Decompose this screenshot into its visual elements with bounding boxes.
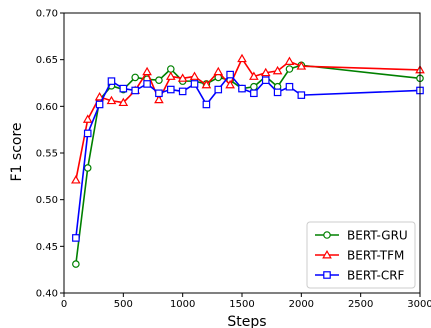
data-point-bert-tfm	[94, 91, 105, 101]
data-point-bert-gru	[250, 82, 258, 91]
data-point-bert-tfm	[71, 175, 81, 184]
data-point-bert-tfm	[296, 61, 307, 70]
data-point-bert-tfm	[260, 67, 271, 77]
data-point-bert-tfm	[201, 79, 212, 89]
data-point-bert-tfm	[106, 95, 117, 105]
data-point-bert-crf	[202, 100, 211, 109]
data-point-bert-gru	[285, 65, 294, 73]
legend-label-bert-crf: BERT-CRF	[347, 269, 405, 283]
data-point-bert-crf	[238, 84, 246, 93]
data-point-bert-tfm	[189, 71, 200, 80]
data-point-bert-crf	[261, 76, 270, 85]
x-tick-label: 500	[114, 299, 133, 310]
data-point-bert-tfm	[177, 73, 188, 82]
x-tick-label: 0	[61, 299, 67, 310]
data-point-bert-crf	[250, 89, 258, 98]
data-point-bert-crf	[297, 91, 306, 99]
x-tick-label: 1000	[170, 299, 195, 310]
x-tick-label: 2000	[289, 299, 314, 310]
data-point-bert-crf	[155, 89, 163, 98]
x-axis-label: Steps	[227, 314, 266, 328]
y-tick-label: 0.55	[36, 149, 58, 160]
y-tick-label: 0.50	[36, 195, 58, 206]
y-tick-label: 0.65	[36, 55, 58, 66]
legend-label-bert-gru: BERT-GRU	[347, 229, 408, 243]
data-point-bert-crf	[83, 129, 92, 138]
y-tick-label: 0.70	[36, 9, 58, 20]
data-point-bert-tfm	[272, 65, 283, 75]
axes-frame	[63, 12, 421, 294]
data-point-bert-gru	[155, 76, 163, 85]
data-point-bert-tfm	[237, 53, 247, 63]
data-point-bert-crf	[119, 84, 128, 93]
data-point-bert-crf	[167, 85, 175, 94]
plot-area: 0 500 1000 1500 2000 2500 3000 0.40 0.45 0.50 0.55…	[36, 9, 431, 311]
data-point-bert-crf	[178, 87, 187, 96]
data-point-bert-tfm	[165, 71, 176, 80]
y-axis-label-group: F1 score	[9, 122, 25, 181]
legend: BERT-GRU BERT-TFM BERT-CRF	[306, 221, 416, 289]
data-point-bert-gru	[72, 260, 80, 268]
legend-marker-bert-gru	[323, 231, 331, 239]
x-tick-label: 3000	[407, 299, 431, 310]
data-point-bert-tfm	[142, 66, 152, 76]
series-bert-tfm	[71, 53, 425, 184]
y-tick-label: 0.45	[36, 242, 58, 253]
data-point-bert-gru	[131, 73, 140, 82]
data-point-bert-crf	[190, 80, 199, 88]
legend-label-bert-tfm: BERT-TFM	[347, 249, 404, 263]
y-axis-label: F1 score	[9, 122, 25, 181]
data-point-bert-tfm	[284, 56, 295, 65]
series-bert-crf	[72, 70, 424, 242]
data-point-bert-crf	[95, 100, 104, 109]
x-tick-label: 1500	[229, 299, 254, 310]
series-line-bert-tfm	[75, 57, 421, 181]
data-point-bert-crf	[143, 80, 151, 88]
data-point-bert-crf	[214, 85, 223, 94]
x-tick-label: 2500	[348, 299, 373, 310]
data-point-bert-crf	[131, 86, 140, 95]
data-point-bert-tfm	[118, 97, 129, 107]
data-point-bert-tfm	[213, 66, 224, 76]
legend-box	[306, 221, 416, 289]
y-tick-label: 0.60	[36, 102, 58, 113]
data-point-bert-tfm	[225, 79, 235, 89]
data-point-bert-gru	[167, 65, 175, 73]
data-point-bert-crf	[107, 77, 116, 85]
data-point-bert-tfm	[249, 71, 259, 80]
data-point-bert-gru	[83, 164, 92, 172]
data-point-bert-tfm	[154, 94, 164, 104]
data-point-bert-tfm	[82, 114, 93, 123]
data-point-bert-crf	[72, 234, 80, 242]
y-tick-label: 0.40	[36, 289, 58, 300]
data-point-bert-crf	[285, 82, 294, 91]
legend-marker-bert-crf	[323, 271, 331, 279]
legend-marker-bert-tfm	[322, 249, 332, 259]
data-point-bert-crf	[273, 88, 282, 97]
data-point-bert-crf	[226, 70, 234, 79]
